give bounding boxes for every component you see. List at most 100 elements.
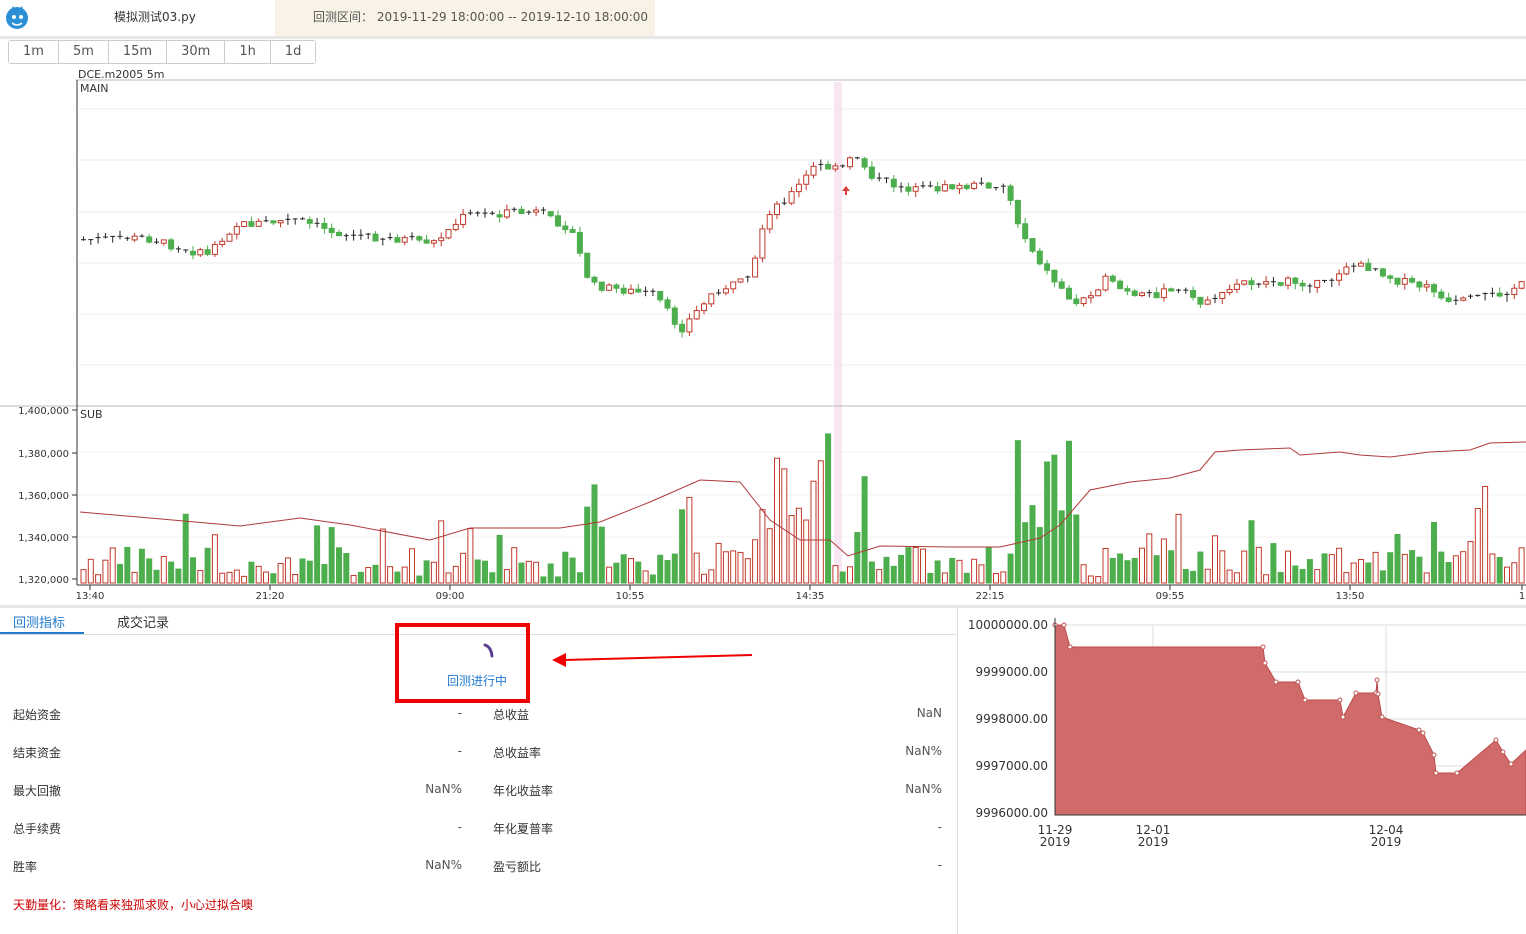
x-tick-label: 09:55 <box>1156 591 1185 602</box>
volume-bar <box>1350 562 1357 584</box>
candle-body <box>1445 297 1452 302</box>
equity-point <box>1493 737 1499 743</box>
volume-bar <box>657 554 664 584</box>
volume-bar <box>401 566 408 584</box>
metric-label-total-fee: 总手续费 <box>13 822 62 836</box>
metric-value-win-rate: NaN% <box>425 858 462 872</box>
volume-bar <box>591 484 598 584</box>
x-tick-label: 10:55 <box>616 591 645 602</box>
candle-body <box>766 214 773 230</box>
volume-bar <box>263 571 269 584</box>
volume-bar <box>153 569 160 584</box>
volume-bar <box>467 528 474 584</box>
equity-point <box>1273 679 1279 685</box>
candle-body <box>795 183 802 193</box>
candle-body <box>628 288 634 294</box>
metric-label-total-return-rate: 总收益率 <box>493 746 542 760</box>
volume-bar <box>423 560 430 584</box>
x-tick-label: 1 <box>1519 591 1525 602</box>
volume-bar <box>854 532 861 584</box>
candle-body <box>686 318 693 333</box>
candle-body <box>1087 295 1094 299</box>
candle-body <box>1277 282 1284 286</box>
volume-bars <box>80 433 1525 584</box>
equity-point <box>1262 660 1268 666</box>
volume-bar <box>1022 522 1029 584</box>
volume-bar <box>343 553 350 584</box>
candle-body <box>1160 288 1167 299</box>
equity-point <box>1374 677 1380 683</box>
volume-bar <box>284 557 291 584</box>
tab-backtest-metrics[interactable]: 回测指标 <box>13 616 66 631</box>
volume-bar <box>1336 547 1343 584</box>
period-5m-button[interactable]: 5m <box>58 41 109 63</box>
candle-body <box>847 157 853 168</box>
volume-bar <box>1387 552 1394 584</box>
volume-bar <box>533 561 540 584</box>
volume-bar <box>1087 575 1094 584</box>
period-1d-button[interactable]: 1d <box>270 41 316 63</box>
candle-body <box>1314 279 1321 288</box>
x-tick-label: 13:50 <box>1336 591 1365 602</box>
volume-bar <box>1482 485 1489 584</box>
volume-bar <box>1372 551 1379 584</box>
volume-bar <box>1139 547 1145 584</box>
volume-bar <box>1160 538 1167 584</box>
candle-body <box>934 186 941 192</box>
crosshair-highlight <box>834 82 842 582</box>
equity-y-tick: 9998000.00 <box>975 712 1048 726</box>
volume-bar <box>708 569 715 584</box>
volume-bar <box>971 558 978 584</box>
equity-point <box>1295 679 1301 685</box>
candle-body <box>336 231 342 237</box>
volume-bar <box>912 546 919 584</box>
volume-bar <box>365 567 372 584</box>
candle-body <box>912 186 919 192</box>
candle-body <box>941 184 948 192</box>
candle-body <box>1518 281 1525 289</box>
symbol-label: DCE.m2005 5m <box>78 68 165 81</box>
equity-y-tick: 9997000.00 <box>975 759 1048 773</box>
volume-bar <box>146 558 153 584</box>
volume-bar <box>555 576 561 584</box>
candle-body <box>569 229 576 233</box>
volume-bar <box>847 566 853 584</box>
volume-bar <box>795 507 802 584</box>
candle-body <box>547 211 554 217</box>
volume-bar <box>613 562 620 584</box>
candle-body <box>1036 250 1043 265</box>
volume-bar <box>883 556 890 584</box>
volume-bar <box>1270 543 1277 584</box>
volume-bar <box>927 572 934 584</box>
volume-bar <box>956 559 963 584</box>
candle-body <box>131 235 138 241</box>
period-1h-button[interactable]: 1h <box>225 41 271 63</box>
equity-chart[interactable]: 10000000.00 9999000.00 9998000.00 999700… <box>958 608 1526 934</box>
period-30m-button[interactable]: 30m <box>167 41 226 63</box>
metric-value-max-drawdown: NaN% <box>425 782 462 796</box>
volume-bar <box>1255 546 1262 584</box>
candle-body <box>1102 275 1109 291</box>
candle-body <box>613 284 620 289</box>
tab-trade-records[interactable]: 成交记录 <box>117 616 170 631</box>
volume-bar <box>1058 510 1065 584</box>
metric-value-start-capital: - <box>457 706 462 720</box>
period-15m-button[interactable]: 15m <box>108 41 168 63</box>
period-1m-button[interactable]: 1m <box>9 41 59 63</box>
candle-body <box>803 174 810 185</box>
equity-point <box>1433 770 1439 776</box>
candle-body <box>1496 292 1503 297</box>
volume-bar <box>868 561 875 584</box>
candle-body <box>416 236 423 241</box>
volume-bar <box>576 572 583 584</box>
kline-chart[interactable]: DCE.m2005 5m MAIN SUB 1,400,000 1,380,000… <box>0 66 1526 602</box>
volume-bar <box>569 557 576 584</box>
candle-body <box>949 184 956 190</box>
x-axis: 13:40 21:20 09:00 10:55 14:35 22:15 09:55 13:50… <box>76 585 1525 602</box>
candle-body <box>1263 281 1270 285</box>
volume-bar <box>584 506 591 584</box>
range-value: 2019-11-29 18:00:00 -- 2019-12-10 18:00:… <box>376 10 649 24</box>
candle-body <box>1365 262 1372 272</box>
volume-bar <box>394 571 401 584</box>
volume-bar <box>138 548 145 584</box>
